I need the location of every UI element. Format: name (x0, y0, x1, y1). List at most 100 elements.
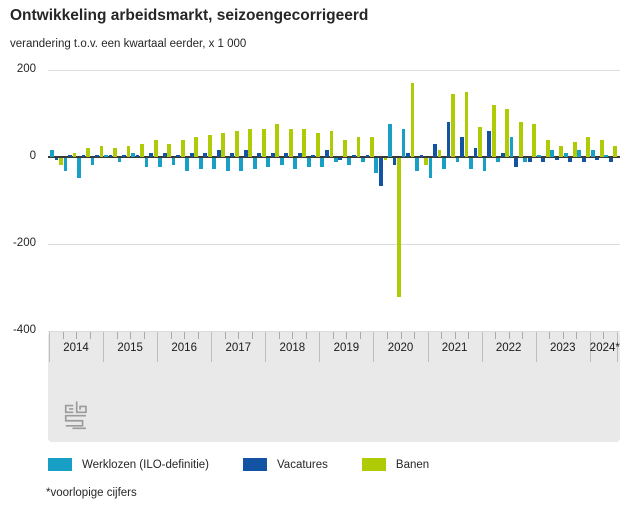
bar-werklozen-2021-Q2 (442, 158, 446, 169)
bar-vacatures-2015-Q4 (149, 152, 153, 157)
bar-vacatures-2021-Q1 (433, 143, 437, 157)
quarter-tick (62, 332, 64, 339)
bar-werklozen-2016-Q3 (185, 158, 189, 172)
bar-banen-2022-Q1 (491, 104, 496, 157)
bar-vacatures-2022-Q2 (500, 152, 505, 157)
quarter-tick (522, 332, 524, 339)
y-tick-label: 200 (16, 63, 36, 75)
year-label-2019: 2019 (333, 342, 360, 354)
bar-banen-2024-Q2 (613, 146, 618, 157)
gridline (48, 70, 620, 71)
year-separator (265, 332, 267, 362)
quarter-tick (562, 332, 564, 339)
quarter-tick (414, 332, 416, 339)
bar-werklozen-2017-Q1 (212, 158, 217, 169)
bar-vacatures-2015-Q3 (135, 154, 140, 157)
bar-banen-2014-Q2 (72, 152, 77, 157)
year-separator (427, 332, 429, 362)
bar-vacatures-2014-Q3 (81, 154, 86, 157)
bar-banen-2017-Q1 (221, 133, 226, 157)
bar-werklozen-2024-Q1 (590, 150, 595, 157)
bar-banen-2018-Q3 (302, 128, 307, 157)
bar-vacatures-2021-Q3 (460, 137, 464, 157)
quarter-tick (251, 332, 253, 339)
bar-banen-2018-Q4 (315, 133, 320, 157)
year-separator (481, 332, 483, 362)
bar-banen-2021-Q1 (437, 150, 442, 157)
bar-vacatures-2016-Q1 (162, 152, 167, 157)
bar-banen-2015-Q2 (126, 146, 131, 157)
year-separator (373, 332, 375, 362)
bar-werklozen-2022-Q2 (496, 158, 500, 163)
bar-vacatures-2023-Q3 (568, 158, 573, 163)
bar-banen-2020-Q3 (410, 83, 415, 157)
chart-title: Ontwikkeling arbeidsmarkt, seizoengecorr… (10, 7, 369, 24)
quarter-tick (441, 332, 443, 339)
bar-vacatures-2014-Q2 (68, 154, 72, 157)
quarter-tick (400, 332, 402, 339)
bar-werklozen-2014-Q2 (63, 158, 68, 172)
bar-banen-2021-Q2 (451, 93, 455, 157)
footnote: *voorlopige cijfers (46, 487, 137, 499)
bar-vacatures-2014-Q4 (95, 154, 99, 157)
quarter-tick (89, 332, 91, 339)
gridline (48, 331, 620, 332)
bar-vacatures-2021-Q2 (446, 122, 451, 157)
bar-vacatures-2019-Q2 (338, 158, 343, 161)
quarter-tick (454, 332, 456, 339)
bar-banen-2021-Q3 (464, 91, 469, 157)
zero-line (48, 156, 620, 158)
year-separator (616, 332, 618, 362)
gridline (48, 244, 620, 245)
bar-vacatures-2022-Q4 (527, 158, 532, 163)
year-label-2014: 2014 (63, 342, 89, 354)
quarter-tick (576, 332, 578, 339)
bar-banen-2020-Q4 (424, 158, 428, 165)
bar-werklozen-2022-Q1 (482, 158, 487, 172)
bar-werklozen-2015-Q2 (117, 158, 122, 163)
bar-werklozen-2015-Q4 (144, 158, 149, 167)
bar-vacatures-2021-Q4 (473, 148, 478, 157)
bar-vacatures-2018-Q2 (284, 152, 289, 157)
bar-vacatures-2018-Q1 (270, 152, 275, 157)
bar-banen-2017-Q4 (261, 128, 266, 157)
quarter-tick (508, 332, 510, 339)
y-tick-label: -400 (12, 324, 36, 336)
legend-item-banen: Banen (361, 458, 430, 471)
legend-label: Banen (395, 458, 430, 471)
bar-banen-2014-Q4 (99, 146, 104, 157)
year-separator (589, 332, 591, 362)
bar-vacatures-2020-Q3 (406, 152, 410, 157)
year-label-2023: 2023 (549, 342, 576, 354)
year-label-2024: 2024* (589, 342, 620, 354)
year-separator (319, 332, 321, 362)
bar-vacatures-2018-Q4 (311, 154, 316, 157)
quarter-tick (224, 332, 226, 339)
bar-werklozen-2015-Q1 (104, 154, 108, 157)
year-label-2022: 2022 (495, 342, 522, 354)
bar-vacatures-2015-Q1 (108, 154, 113, 157)
quarter-tick (197, 332, 199, 339)
bar-vacatures-2016-Q4 (203, 152, 208, 157)
bar-vacatures-2017-Q3 (243, 150, 248, 157)
bar-werklozen-2023-Q3 (563, 152, 568, 157)
bar-banen-2016-Q1 (167, 143, 172, 157)
bar-werklozen-2016-Q1 (158, 158, 162, 167)
bar-vacatures-2016-Q2 (176, 154, 181, 157)
bar-banen-2016-Q2 (180, 139, 185, 157)
bar-banen-2018-Q2 (288, 128, 293, 157)
bar-werklozen-2019-Q2 (333, 158, 338, 163)
bar-banen-2022-Q2 (505, 109, 510, 157)
legend-label: Vacatures (276, 458, 328, 471)
y-tick-label: -200 (12, 237, 36, 249)
cbs-logo (64, 401, 87, 430)
bar-vacatures-2022-Q1 (487, 130, 491, 157)
quarter-tick (76, 332, 78, 339)
bar-werklozen-2017-Q2 (225, 158, 230, 172)
plot-area (48, 70, 620, 332)
quarter-tick (278, 332, 280, 339)
year-separator (535, 332, 537, 362)
bar-vacatures-2023-Q1 (541, 158, 546, 163)
bar-banen-2015-Q4 (153, 139, 158, 157)
quarter-tick (184, 332, 186, 339)
